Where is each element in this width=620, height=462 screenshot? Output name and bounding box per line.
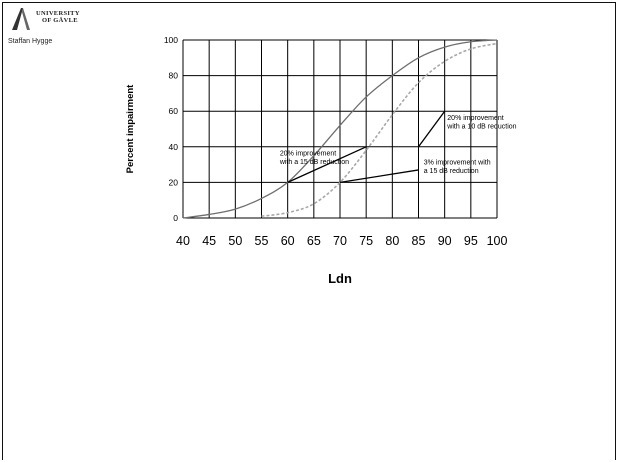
annotation-line-text: with a 15 dB reduction xyxy=(279,159,349,166)
x-tick-label: 80 xyxy=(385,234,399,248)
x-tick-label: 70 xyxy=(333,234,347,248)
y-tick-label: 40 xyxy=(169,142,179,152)
x-tick-label: 60 xyxy=(281,234,295,248)
series-line-2 xyxy=(261,42,498,218)
y-axis-label: Percent impairment xyxy=(125,84,136,174)
annotation-line-2 xyxy=(339,169,419,184)
annotation-line-text: a 15 dB reduction xyxy=(424,168,479,175)
annotation-text-1: 20% improvement with a 15 dB reduction xyxy=(279,151,349,167)
series-line-1 xyxy=(182,39,498,219)
annotation-text-3: 3% improvement with a 15 dB reduction xyxy=(424,160,491,176)
x-tick-label: 45 xyxy=(202,234,216,248)
x-tick-label: 75 xyxy=(359,234,373,248)
logo-line-2: OF GÄVLE xyxy=(42,17,78,24)
x-tick-label: 90 xyxy=(438,234,452,248)
annotation-text-2: 20% improvement with a 10 dB reduction xyxy=(446,115,516,131)
x-tick-label: 55 xyxy=(255,234,269,248)
x-tick-label: 65 xyxy=(307,234,321,248)
university-logo: UNIVERSITY OF GÄVLE xyxy=(10,6,90,34)
y-tick-label: 80 xyxy=(169,71,179,81)
logo-line-1: UNIVERSITY xyxy=(36,10,80,17)
y-tick-label: 60 xyxy=(169,106,179,116)
x-tick-label: 100 xyxy=(487,234,508,248)
x-tick-label: 50 xyxy=(228,234,242,248)
annotation-line-text: 3% improvement with xyxy=(424,160,491,167)
y-tick-label: 20 xyxy=(169,177,179,187)
x-tick-label: 95 xyxy=(464,234,478,248)
y-tick-label: 100 xyxy=(164,35,178,45)
author-name: Staffan Hygge xyxy=(8,38,53,45)
annotation-line-text: 20% improvement xyxy=(280,151,336,158)
x-axis-label: Ldn xyxy=(328,271,352,286)
y-tick-label: 0 xyxy=(173,213,178,223)
logo-mark-icon xyxy=(12,8,30,30)
annotation-line-text: 20% improvement xyxy=(447,115,503,122)
x-tick-label: 85 xyxy=(412,234,426,248)
annotation-line-1 xyxy=(287,146,367,183)
annotation-line-3 xyxy=(417,110,446,148)
x-tick-label: 40 xyxy=(176,234,190,248)
annotation-line-text: with a 10 dB reduction xyxy=(446,124,516,131)
